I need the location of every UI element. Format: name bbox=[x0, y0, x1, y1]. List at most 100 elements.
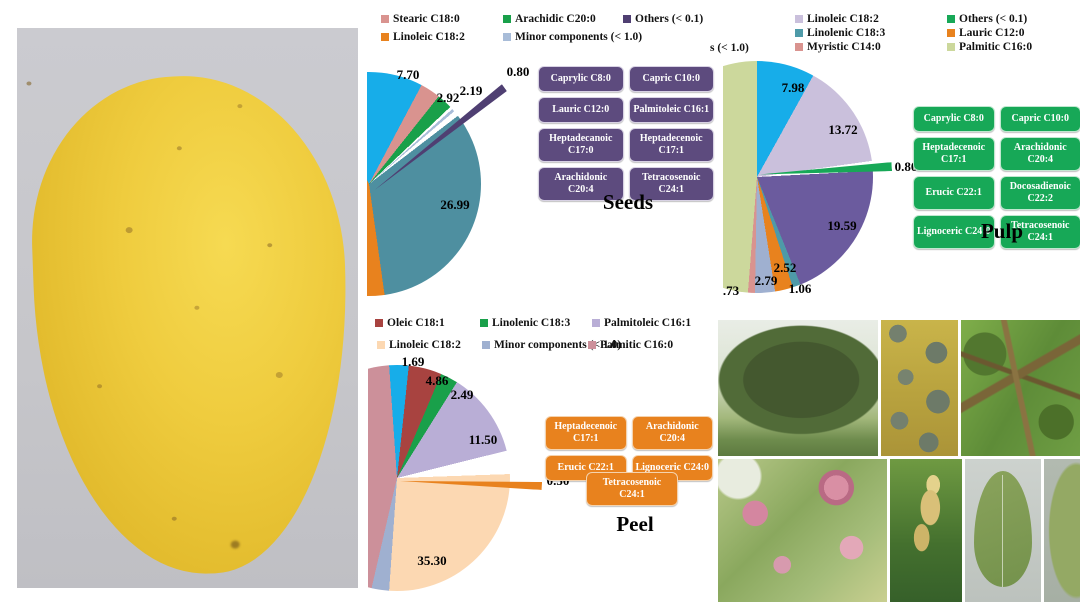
seeds-legend-linoleic: Linoleic C18:2 bbox=[381, 31, 465, 43]
peel-legend-linolenic: Linolenic C18:3 bbox=[480, 317, 570, 329]
leaf-upper-side-photo bbox=[965, 459, 1041, 602]
pulp-value-label: 13.72 bbox=[828, 122, 858, 137]
pulp-value-label: 7.98 bbox=[781, 80, 805, 95]
legend-swatch bbox=[947, 43, 955, 51]
seeds-minor-components-boxes: Caprylic C8:0 Capric C10:0 Lauric C12:0 … bbox=[538, 66, 714, 201]
component-box: Heptadecenoic C17:1 bbox=[628, 128, 714, 162]
pulp-minor-components-boxes: Caprylic C8:0 Capric C10:0 Heptadecenoic… bbox=[913, 106, 1080, 249]
pulp-pie bbox=[723, 58, 965, 298]
pulp-legend-lauric: Lauric C12:0 bbox=[947, 27, 1024, 39]
legend-swatch bbox=[482, 341, 490, 349]
seeds-value-label: 7.70 bbox=[396, 67, 420, 82]
legend-swatch bbox=[377, 341, 385, 349]
flowers-photo bbox=[718, 459, 887, 602]
legend-label: Palmitoleic C16:1 bbox=[604, 317, 692, 329]
leaf-under-side-photo bbox=[1044, 459, 1080, 602]
pulp-legend-myristic: Myristic C14:0 bbox=[795, 41, 881, 53]
seeds-value-label: 0.80 bbox=[506, 64, 530, 79]
legend-swatch bbox=[588, 341, 596, 349]
pulp-value-label: 2.52 bbox=[773, 260, 797, 275]
legend-swatch bbox=[381, 33, 389, 41]
pulp-legend-cropped-fragment: s (< 1.0) bbox=[710, 42, 749, 54]
seeds-value-label: 2.19 bbox=[459, 83, 483, 98]
component-box: Caprylic C8:0 bbox=[913, 106, 995, 132]
peel-value-label: 35.30 bbox=[417, 553, 447, 568]
legend-label: Linoleic C18:2 bbox=[393, 31, 465, 43]
leaf-midrib bbox=[1002, 475, 1003, 587]
legend-swatch bbox=[795, 15, 803, 23]
legend-label: s (< 1.0) bbox=[710, 42, 749, 54]
component-box: Heptadecanoic C17:0 bbox=[538, 128, 624, 162]
peel-legend-palmitoleic: Palmitoleic C16:1 bbox=[592, 317, 691, 329]
component-box: Erucic C22:1 bbox=[913, 176, 995, 210]
pulp-legend-linoleic: Linoleic C18:2 bbox=[795, 13, 879, 25]
peel-value-label: 2.49 bbox=[450, 387, 474, 402]
component-box: Palmitoleic C16:1 bbox=[628, 97, 714, 123]
legend-label: Linolenic C18:3 bbox=[807, 27, 886, 39]
peel-value-label: 1.69 bbox=[401, 354, 425, 369]
legend-label: Others (< 0.1) bbox=[959, 13, 1028, 25]
pulp-value-label: 1.06 bbox=[788, 281, 812, 296]
legend-label: Linoleic C18:2 bbox=[389, 339, 461, 351]
leaf-shape bbox=[974, 471, 1032, 587]
quince-fruit-shape bbox=[26, 70, 356, 580]
legend-label: Palmitic C16:0 bbox=[600, 339, 674, 351]
peel-value-label: 11.50 bbox=[468, 432, 498, 447]
young-shoot-photo bbox=[890, 459, 962, 602]
peel-title: Peel bbox=[616, 512, 654, 536]
legend-label: Stearic C18:0 bbox=[393, 13, 460, 25]
component-box: Docosadienoic C22:2 bbox=[999, 176, 1080, 210]
legend-swatch bbox=[480, 319, 488, 327]
legend-label: Others (< 0.1) bbox=[635, 13, 704, 25]
pulp-value-label: .73 bbox=[722, 283, 740, 298]
component-box: Caprylic C8:0 bbox=[538, 66, 624, 92]
pulp-legend-linolenic: Linolenic C18:3 bbox=[795, 27, 885, 39]
legend-label: Linoleic C18:2 bbox=[807, 13, 879, 25]
component-box: Arachidonic C20:4 bbox=[631, 416, 713, 450]
legend-label: Oleic C18:1 bbox=[387, 317, 445, 329]
seeds-pie-disc bbox=[367, 72, 481, 296]
legend-swatch bbox=[503, 33, 511, 41]
trunk-bark-photo bbox=[881, 320, 958, 456]
plant-photo-collage bbox=[718, 320, 1080, 602]
seeds-legend-others: Others (< 0.1) bbox=[623, 13, 703, 25]
peel-value-label: 4.86 bbox=[425, 373, 449, 388]
pulp-title: Pulp bbox=[980, 219, 1024, 243]
seeds-legend-minor: Minor components (< 1.0) bbox=[503, 31, 642, 43]
legend-swatch bbox=[375, 319, 383, 327]
legend-swatch bbox=[623, 15, 631, 23]
component-box: Heptadecenoic C17:1 bbox=[913, 137, 995, 171]
pulp-value-label: 19.59 bbox=[827, 218, 857, 233]
pulp-legend-others: Others (< 0.1) bbox=[947, 13, 1027, 25]
legend-label: Minor components (< 1.0) bbox=[515, 31, 643, 43]
legend-label: Myristic C14:0 bbox=[807, 41, 881, 53]
branches-photo bbox=[961, 320, 1080, 456]
legend-label: Palmitic C16:0 bbox=[959, 41, 1033, 53]
tree-photo bbox=[718, 320, 878, 456]
peel-legend-linoleic: Linoleic C18:2 bbox=[377, 339, 461, 351]
seeds-value-label: 2.92 bbox=[436, 90, 460, 105]
legend-swatch bbox=[381, 15, 389, 23]
legend-label: Lauric C12:0 bbox=[959, 27, 1025, 39]
legend-swatch bbox=[947, 15, 955, 23]
quince-fruit-photo bbox=[17, 28, 358, 588]
component-box: Capric C10:0 bbox=[999, 106, 1080, 132]
legend-label: Arachidic C20:0 bbox=[515, 13, 596, 25]
component-box: Arachidonic C20:4 bbox=[999, 137, 1080, 171]
peel-minor-components-boxes: Heptadecenoic C17:1 Arachidonic C20:4 Er… bbox=[545, 416, 713, 481]
fruit-speckles bbox=[26, 81, 32, 86]
component-box: Lignoceric C24:0 bbox=[913, 215, 995, 249]
pulp-legend-palmitic: Palmitic C16:0 bbox=[947, 41, 1032, 53]
legend-swatch bbox=[947, 29, 955, 37]
legend-swatch bbox=[795, 29, 803, 37]
seeds-legend-arachidic: Arachidic C20:0 bbox=[503, 13, 596, 25]
seeds-pie bbox=[367, 70, 597, 302]
component-box: Tetracosenoic C24:1 bbox=[999, 215, 1080, 249]
legend-swatch bbox=[795, 43, 803, 51]
peel-legend-oleic: Oleic C18:1 bbox=[375, 317, 445, 329]
legend-swatch bbox=[503, 15, 511, 23]
component-box: Heptadecenoic C17:1 bbox=[545, 416, 627, 450]
seeds-title: Seeds bbox=[602, 190, 654, 214]
pulp-value-label: 0.80 bbox=[894, 159, 918, 174]
